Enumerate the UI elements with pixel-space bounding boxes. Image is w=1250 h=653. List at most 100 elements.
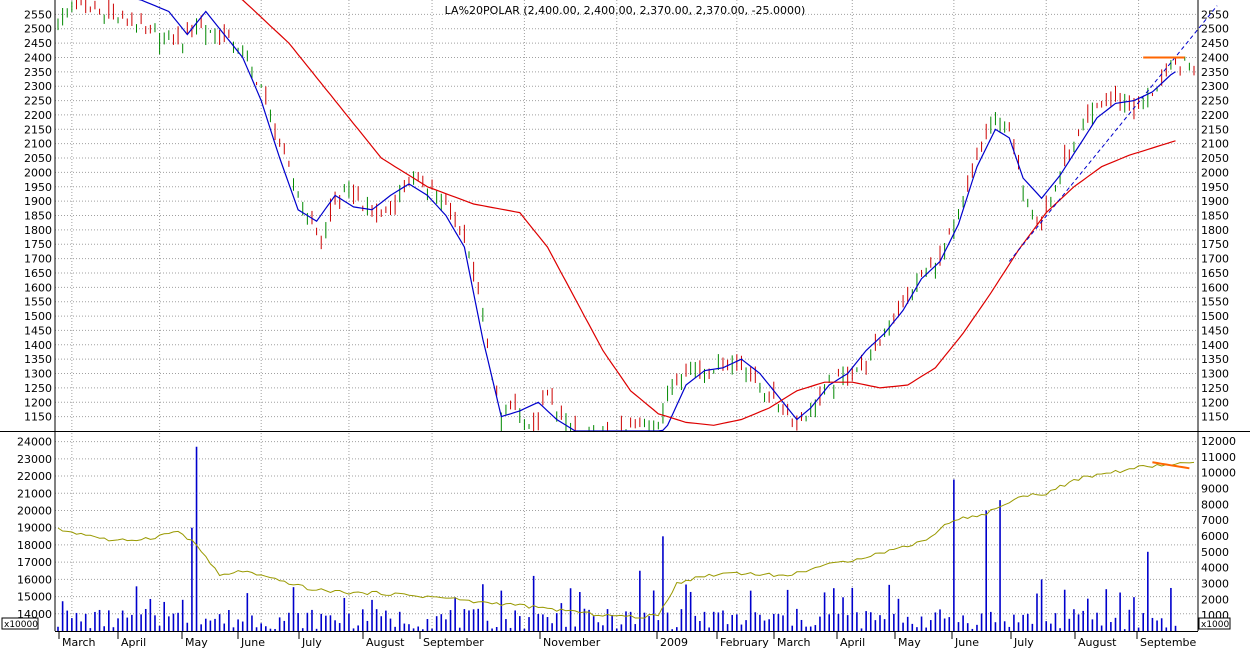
- price-tick-right: 1450: [1201, 324, 1229, 337]
- volume-tick-left: 23000: [17, 453, 52, 466]
- volume-tick-left: 17000: [17, 556, 52, 569]
- price-tick-right: 1750: [1201, 238, 1229, 251]
- x-tick-label: May: [898, 636, 921, 649]
- x-tick-label: May: [185, 636, 208, 649]
- volume-tick-left: 18000: [17, 539, 52, 552]
- x-tick-label: March: [62, 636, 96, 649]
- price-tick-left: 2250: [24, 95, 52, 108]
- x-tick-label: June: [240, 636, 265, 649]
- volume-tick-right: 11000: [1201, 451, 1236, 464]
- price-tick-right: 1300: [1201, 368, 1229, 381]
- price-tick-right: 2450: [1201, 37, 1229, 50]
- volume-gridlines: [55, 433, 1198, 631]
- price-tick-right: 1850: [1201, 210, 1229, 223]
- price-tick-right: 1600: [1201, 281, 1229, 294]
- price-tick-left: 1600: [24, 281, 52, 294]
- price-tick-right: 1650: [1201, 267, 1229, 280]
- price-gridlines: [55, 0, 1198, 431]
- price-tick-left: 2150: [24, 123, 52, 136]
- price-tick-right: 2550: [1201, 8, 1229, 21]
- price-tick-left: 1700: [24, 253, 52, 266]
- x-tick-label: Septembe: [1140, 636, 1197, 649]
- price-tick-left: 2400: [24, 51, 52, 64]
- price-tick-left: 2300: [24, 80, 52, 93]
- volume-indicator-line: [57, 461, 1195, 619]
- price-tick-left: 2100: [24, 138, 52, 151]
- price-tick-right: 2150: [1201, 123, 1229, 136]
- price-bars: [57, 0, 1195, 431]
- volume-tick-right: 6000: [1201, 530, 1229, 543]
- x-tick-label: 2009: [660, 636, 688, 649]
- volume-tick-right: 9000: [1201, 482, 1229, 495]
- price-tick-left: 1400: [24, 339, 52, 352]
- volume-multiplier-right-box: [1198, 617, 1231, 630]
- volume-tick-left: 16000: [17, 573, 52, 586]
- price-tick-left: 1650: [24, 267, 52, 280]
- price-tick-left: 1900: [24, 195, 52, 208]
- price-tick-right: 1900: [1201, 195, 1229, 208]
- price-tick-right: 2200: [1201, 109, 1229, 122]
- x-tick-label: March: [777, 636, 811, 649]
- price-tick-left: 1950: [24, 181, 52, 194]
- price-tick-left: 1850: [24, 210, 52, 223]
- price-tick-left: 1350: [24, 353, 52, 366]
- volume-indicator-lines: [57, 461, 1195, 619]
- price-tick-left: 2450: [24, 37, 52, 50]
- chart-title: LA%20POLAR (2,400.00, 2,400.00, 2,370.00…: [445, 4, 806, 17]
- x-tick-label: September: [423, 636, 484, 649]
- annotations: [1008, 5, 1218, 262]
- price-tick-right: 2100: [1201, 138, 1229, 151]
- volume-tick-left: 15000: [17, 591, 52, 604]
- volume-tick-left: 22000: [17, 470, 52, 483]
- price-tick-right: 1950: [1201, 181, 1229, 194]
- x-axis: March April May June July August September Nove…: [58, 631, 1197, 649]
- price-tick-left: 1450: [24, 324, 52, 337]
- price-tick-left: 2500: [24, 23, 52, 36]
- trendline-line: [1008, 5, 1218, 262]
- x-tick-label: August: [366, 636, 405, 649]
- x-tick-label: July: [1013, 636, 1034, 649]
- moving-average-line: [241, 0, 1176, 426]
- volume-bars: [57, 446, 1177, 631]
- price-tick-left: 2550: [24, 8, 52, 21]
- price-tick-right: 1550: [1201, 296, 1229, 309]
- volume-tick-left: 24000: [17, 436, 52, 449]
- price-tick-right: 2500: [1201, 23, 1229, 36]
- volume-multiplier-right: x1000: [1201, 620, 1230, 630]
- price-tick-left: 1550: [24, 296, 52, 309]
- volume-tick-right: 10000: [1201, 467, 1236, 480]
- price-tick-left: 1800: [24, 224, 52, 237]
- price-tick-left: 1150: [24, 411, 52, 424]
- price-tick-left: 2350: [24, 66, 52, 79]
- price-tick-right: 2000: [1201, 166, 1229, 179]
- price-tick-left: 2200: [24, 109, 52, 122]
- x-tick-label: August: [1078, 636, 1117, 649]
- price-tick-right: 2350: [1201, 66, 1229, 79]
- price-tick-right: 2300: [1201, 80, 1229, 93]
- price-tick-right: 1400: [1201, 339, 1229, 352]
- price-tick-left: 1300: [24, 368, 52, 381]
- volume-multiplier-left-box: [1, 617, 39, 630]
- price-tick-left: 1250: [24, 382, 52, 395]
- price-tick-right: 2400: [1201, 51, 1229, 64]
- volume-tick-left: 21000: [17, 487, 52, 500]
- x-tick-label: July: [301, 636, 322, 649]
- price-tick-left: 2000: [24, 166, 52, 179]
- volume-tick-right: 12000: [1201, 435, 1236, 448]
- volume-indicator-line: [1152, 461, 1190, 470]
- x-tick-label: February: [720, 636, 769, 649]
- price-tick-right: 2250: [1201, 95, 1229, 108]
- volume-tick-left: 19000: [17, 522, 52, 535]
- volume-tick-right: 5000: [1201, 546, 1229, 559]
- price-tick-right: 1250: [1201, 382, 1229, 395]
- price-tick-right: 1700: [1201, 253, 1229, 266]
- volume-tick-right: 4000: [1201, 562, 1229, 575]
- volume-multiplier-left: x10000: [4, 620, 38, 630]
- x-tick-label: April: [121, 636, 146, 649]
- price-tick-right: 1500: [1201, 310, 1229, 323]
- x-tick-label: June: [954, 636, 979, 649]
- volume-tick-right: 2000: [1201, 593, 1229, 606]
- volume-tick-left: 20000: [17, 504, 52, 517]
